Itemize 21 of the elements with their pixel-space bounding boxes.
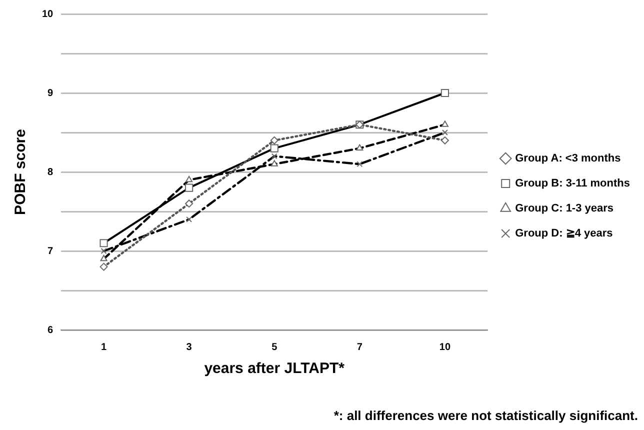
legend-label: Group D: ≧4 years <box>515 228 613 240</box>
text: *: all differences were not statistically significant. <box>334 408 638 423</box>
x-tick-label: 1 <box>100 342 107 353</box>
x-tick-label: 3 <box>186 342 192 353</box>
y-axis-title: POBF score <box>12 129 30 215</box>
y-tick-label: 8 <box>48 166 54 178</box>
legend-label: Group C: 1-3 years <box>515 202 614 215</box>
point <box>270 136 278 144</box>
y-tick-label: 6 <box>48 324 54 336</box>
point <box>185 200 194 208</box>
legend-label: Group A: <3 months <box>515 152 621 165</box>
y-tick-label: 9 <box>48 88 54 99</box>
x-axis-title: years after JLTAPT* <box>204 360 345 378</box>
legend-label: Group B: 3-11 months <box>515 178 630 190</box>
y-tick-label: 10 <box>42 8 54 20</box>
point <box>100 262 108 271</box>
x-tick-label: 5 <box>272 342 278 353</box>
x-tick-label: 10 <box>439 342 451 353</box>
y-tick-label: 7 <box>48 246 54 257</box>
point <box>440 136 449 144</box>
x-tick-label: 7 <box>356 342 363 353</box>
